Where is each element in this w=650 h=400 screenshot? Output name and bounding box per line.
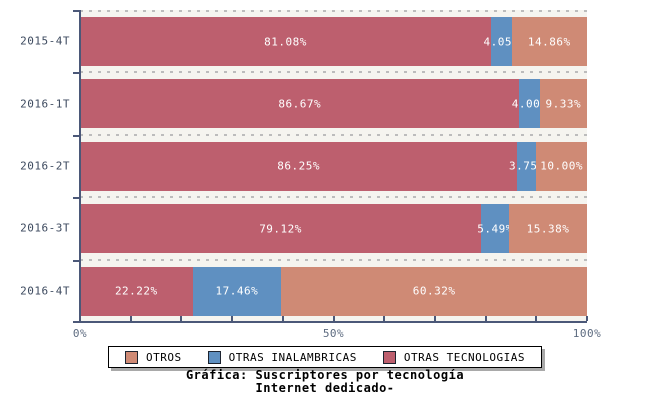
gridline-dashed <box>80 196 587 199</box>
bar-segment-otros <box>281 266 587 316</box>
bar-segment-otros <box>508 204 587 254</box>
bar-segment-value-label: 4.05% <box>483 35 520 48</box>
bar-2016-1T: 86.67% 4.00% 9.33% <box>80 79 587 129</box>
y-axis-tick <box>73 259 79 262</box>
bar-segment-value-label: 9.33% <box>545 97 582 111</box>
y-category-label-2016-2T: 2016-2T <box>20 159 70 173</box>
chart-title-line-1: Gráfica: Suscriptores por tecnología <box>185 368 465 382</box>
bar-2016-2T: 86.25% 3.75% 10.00% <box>80 141 587 191</box>
x-axis-tick <box>383 316 386 321</box>
x-axis-tick <box>180 316 183 321</box>
bar-segment-otros <box>511 17 587 66</box>
bar-2016-4T: 22.22% 17.46% 60.32% <box>80 266 587 316</box>
bar-segment-value-label: 86.67% <box>278 97 322 111</box>
x-tick-label-0%: 0% <box>72 327 88 340</box>
bar-segment-otras-inalambricas <box>491 17 512 66</box>
bar-2016-3T: 79.12% 5.49% 15.38% <box>80 204 587 254</box>
x-axis-tick <box>484 316 487 321</box>
bar-segment-otras-tecnologias <box>80 141 518 191</box>
bar-segment-otras-tecnologias <box>80 204 482 254</box>
x-axis-tick <box>79 316 81 321</box>
y-category-label-2015-4T: 2015-4T <box>20 34 70 48</box>
plot-area: 81.08% 4.05% 14.86% 86.67% 4.00% 9.33% 86.25% 3… <box>80 10 587 322</box>
y-axis-tick <box>73 72 79 75</box>
bar-segment-otras-tecnologias <box>80 17 492 66</box>
bar-2015-4T: 81.08% 4.05% 14.86% <box>80 17 587 66</box>
bar-segment-value-label: 22.22% <box>114 284 158 298</box>
y-axis-tick <box>73 197 79 200</box>
legend-swatch-icon <box>125 350 139 364</box>
legend-item-otras-inalambricas: OTRAS INALAMBRICAS <box>207 350 357 364</box>
bar-segment-value-label: 81.08% <box>264 35 307 48</box>
legend-swatch-icon <box>207 350 221 364</box>
bar-segment-otros <box>536 141 587 191</box>
bar-segment-value-label: 10.00% <box>540 159 584 173</box>
y-axis-tick <box>73 134 79 137</box>
x-axis-tick <box>231 316 234 321</box>
bar-segment-value-label: 79.12% <box>259 222 302 236</box>
legend-wrapper: OTROS OTRAS INALAMBRICAS OTRAS TECNOLOGIAS <box>0 346 650 368</box>
chart-title: Gráfica: Suscriptores por tecnología Int… <box>0 369 650 395</box>
legend: OTROS OTRAS INALAMBRICAS OTRAS TECNOLOGIAS <box>108 346 542 368</box>
bar-segment-otras-tecnologias <box>80 79 520 129</box>
bar-segment-value-label: 15.38% <box>526 222 570 236</box>
x-tick-label-50%: 50% <box>322 327 345 340</box>
bar-segment-otras-inalambricas <box>519 79 540 129</box>
x-axis-tick <box>281 316 284 321</box>
legend-item-label: OTRAS TECNOLOGIAS <box>403 350 525 364</box>
x-axis-tick <box>535 316 538 321</box>
x-axis-tick <box>433 316 436 321</box>
bar-segment-otras-inalambricas <box>192 266 282 316</box>
bar-segment-otras-inalambricas <box>481 204 509 254</box>
legend-item-label: OTRAS INALAMBRICAS <box>228 350 357 364</box>
bar-segment-value-label: 4.00% <box>511 97 548 111</box>
legend-item-label: OTROS <box>146 350 182 364</box>
legend-swatch-icon <box>382 350 396 364</box>
y-category-label-2016-4T: 2016-4T <box>20 284 70 298</box>
bar-segment-value-label: 14.86% <box>527 35 571 48</box>
gridline-dashed <box>80 258 587 261</box>
x-tick-label-100%: 100% <box>572 327 602 340</box>
bar-segment-otras-inalambricas <box>517 141 537 191</box>
bar-segment-value-label: 3.75% <box>508 159 545 173</box>
y-axis-line <box>79 10 81 323</box>
y-axis-tick <box>73 10 79 12</box>
bar-segment-value-label: 86.25% <box>277 159 321 173</box>
x-axis-tick <box>129 316 132 321</box>
x-axis-tick <box>586 316 588 321</box>
gridline-dashed <box>80 133 587 136</box>
legend-item-otras-tecnologias: OTRAS TECNOLOGIAS <box>382 350 525 364</box>
chart-title-line-2: Internet dedicado- <box>255 381 395 395</box>
x-axis-line <box>73 321 587 323</box>
bar-segment-otros <box>539 79 587 129</box>
bar-segment-value-label: 17.46% <box>215 284 259 298</box>
bar-segment-value-label: 60.32% <box>412 284 456 298</box>
y-category-label-2016-1T: 2016-1T <box>20 97 70 111</box>
legend-item-otros: OTROS <box>125 350 182 364</box>
bar-segment-otras-tecnologias <box>80 266 193 316</box>
gridline-dashed <box>80 10 587 12</box>
x-axis-tick <box>332 316 335 321</box>
y-category-label-2016-3T: 2016-3T <box>20 221 70 235</box>
bar-segment-value-label: 5.49% <box>477 222 513 236</box>
gridline-dashed <box>80 71 587 74</box>
